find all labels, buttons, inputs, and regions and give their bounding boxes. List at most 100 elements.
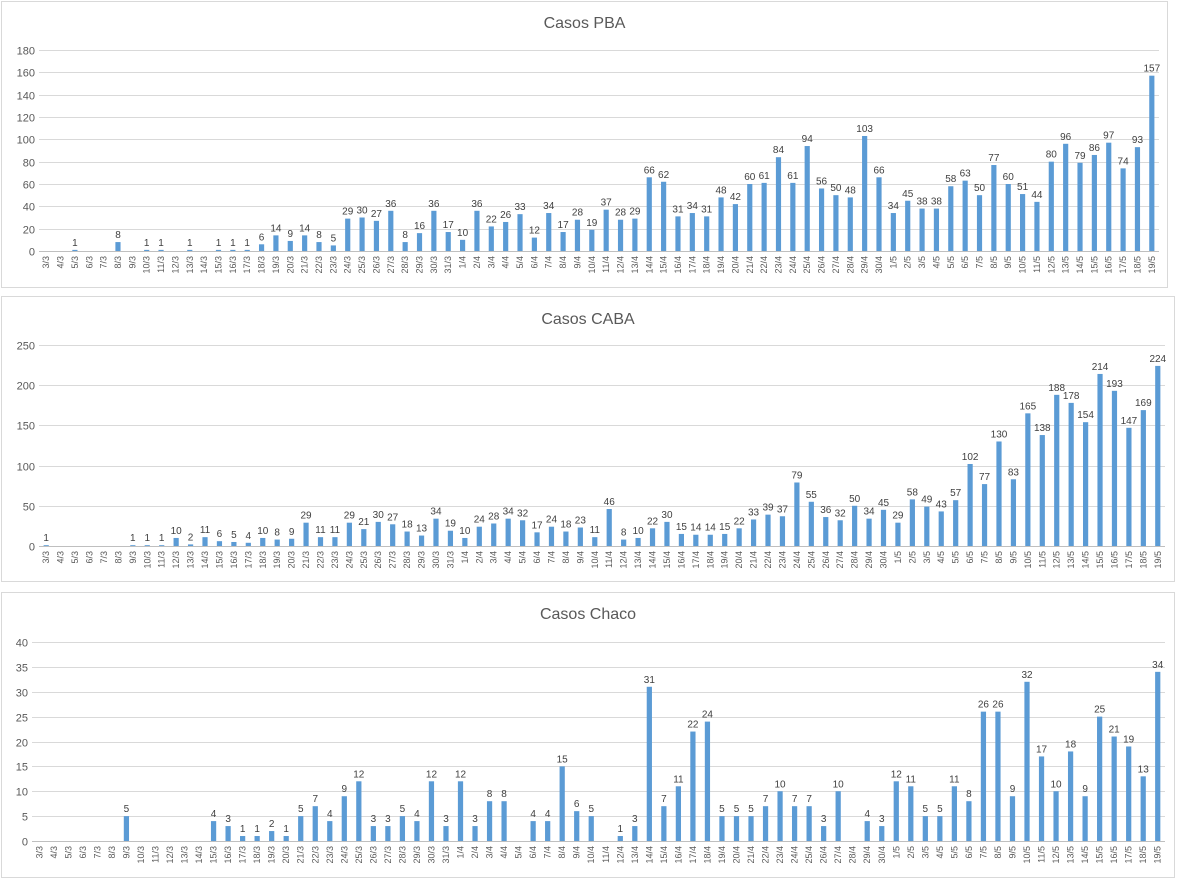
data-label: 19 [1123,734,1135,745]
x-tick-label: 28/3 [402,551,412,569]
bar [303,522,309,546]
x-tick-label: 19/5 [1153,551,1163,569]
y-tick-label: 0 [22,837,28,849]
x-tick-label: 18/3 [257,256,267,274]
bar [1053,791,1059,841]
x-tick-label: 15/3 [213,256,223,274]
x-tick-label: 21/4 [749,551,759,569]
bar [922,816,928,841]
x-tick-label: 20/4 [730,256,740,274]
y-tick-label: 120 [17,113,35,125]
bar [1077,162,1083,251]
data-label: 11 [590,525,601,536]
x-tick-label: 21/3 [296,846,306,864]
x-tick-label: 10/4 [586,846,596,864]
x-tick-label: 10/4 [587,256,597,274]
bar [1010,479,1017,546]
bar [375,521,381,546]
x-tick-label: 3/5 [917,256,927,269]
data-label: 1 [230,238,236,249]
data-label: 34 [864,507,876,518]
bar [517,214,523,251]
data-label: 214 [1092,362,1109,373]
x-tick-label: 5/4 [518,551,528,564]
bar [1126,427,1132,546]
bar [693,534,699,546]
x-tick-label: 20/3 [281,846,291,864]
bar [852,505,858,546]
x-tick-label: 21/3 [300,256,310,274]
bar [791,806,798,841]
data-label: 29 [892,511,904,522]
bar [548,526,555,546]
bar [603,209,609,251]
data-label: 4 [246,531,252,542]
bar [1009,796,1016,841]
data-label: 11 [673,774,684,785]
bar [1005,184,1011,251]
bar [187,544,194,546]
data-label: 5 [231,530,237,541]
x-tick-label: 14/5 [1075,256,1085,274]
x-tick-label: 2/4 [470,846,480,859]
data-label: 29 [301,511,313,522]
x-tick-label: 30/4 [877,846,887,864]
x-tick-label: 18/4 [702,846,712,864]
data-label: 84 [773,145,785,156]
x-tick-label: 16/5 [1109,846,1119,864]
data-label: 19 [445,519,457,530]
data-label: 4 [530,809,536,820]
x-tick-label: 11/3 [157,551,167,568]
data-label: 26 [992,700,1004,711]
x-tick-label: 6/4 [529,256,539,269]
bar [837,520,843,546]
data-label: 21 [1109,725,1121,736]
x-tick-label: 29/3 [415,256,425,274]
data-label: 1 [283,824,289,835]
bar [390,524,396,546]
data-label: 1 [159,533,165,544]
x-tick-label: 4/4 [503,551,513,564]
data-label: 102 [962,452,979,463]
bar [895,522,901,546]
bar [460,239,466,251]
data-label: 32 [835,508,847,519]
bar [1155,365,1161,546]
x-tick-label: 28/4 [850,551,860,569]
bar [847,197,853,251]
data-label: 46 [604,497,616,508]
data-label: 3 [225,814,231,825]
data-label: 22 [486,214,498,225]
x-tick-label: 21/4 [745,256,755,274]
bar [1025,413,1031,546]
x-tick-label: 12/4 [616,256,626,274]
data-label: 79 [1074,151,1086,162]
y-tick-label: 30 [16,688,28,700]
data-label: 3 [385,814,391,825]
x-tick-label: 1/5 [893,551,903,564]
x-tick-label: 14/4 [648,551,658,569]
x-tick-label: 1/5 [891,846,901,859]
data-label: 178 [1063,391,1080,402]
x-tick-label: 12/5 [1051,846,1061,864]
bar [864,821,870,841]
bar [173,537,179,546]
y-tick-label: 160 [17,68,35,80]
data-label: 48 [845,185,857,196]
data-label: 4 [414,809,420,820]
x-tick-label: 6/3 [84,256,94,269]
bar [718,197,724,251]
data-label: 17 [1036,744,1048,755]
data-label: 6 [259,232,265,243]
bar [646,686,652,841]
x-tick-label: 8/4 [557,846,567,859]
bar [976,195,983,251]
x-tick-label: 24/3 [339,846,349,864]
bar [1083,422,1089,546]
bar [560,232,566,251]
y-tick-label: 0 [29,247,35,259]
data-label: 14 [690,523,702,534]
x-tick-label: 22/3 [316,551,326,569]
y-tick-label: 60 [23,180,35,192]
bar [574,219,581,251]
